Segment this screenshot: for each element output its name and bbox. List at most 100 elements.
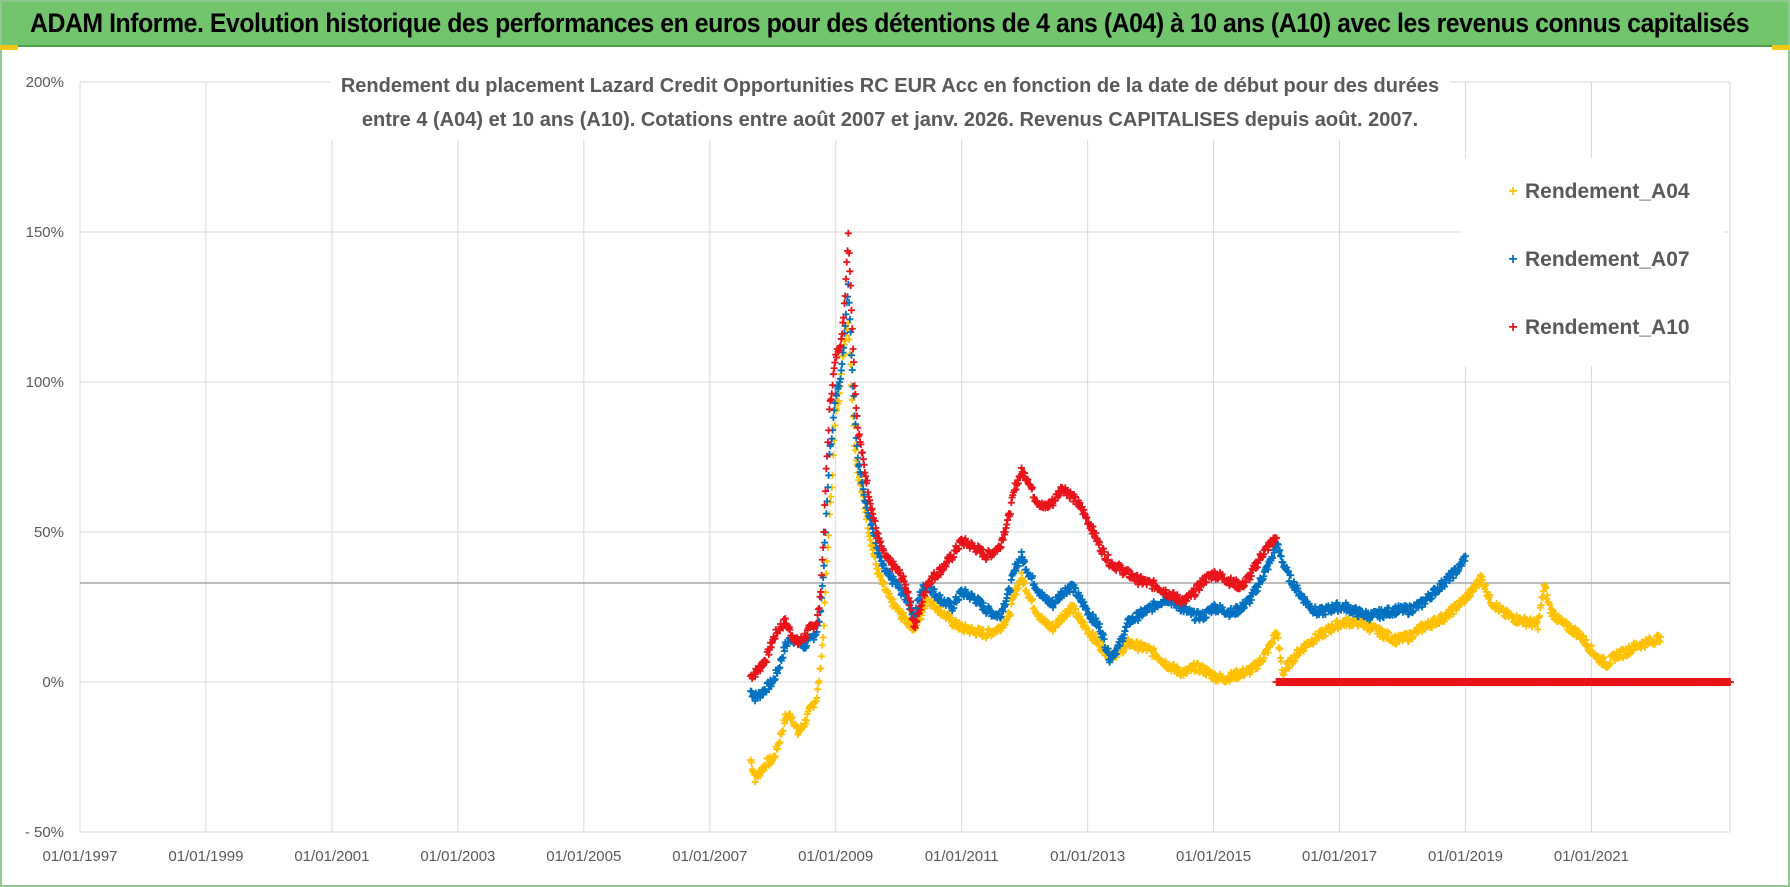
data-point	[1096, 620, 1103, 628]
data-point	[896, 569, 904, 577]
data-point	[1014, 479, 1022, 487]
data-point	[779, 654, 787, 662]
data-point	[824, 483, 832, 491]
data-point	[863, 477, 871, 485]
data-point	[829, 414, 837, 422]
data-point	[1150, 645, 1158, 653]
data-point	[825, 405, 833, 413]
data-point	[837, 366, 845, 374]
legend-item-a10: + Rendement_A10	[1508, 316, 1689, 339]
legend-background	[1462, 158, 1724, 366]
data-point	[833, 392, 841, 400]
data-point	[1202, 613, 1210, 621]
data-point	[853, 442, 861, 450]
data-point	[844, 229, 852, 237]
data-point	[828, 390, 836, 398]
data-point	[1246, 576, 1254, 584]
data-point	[786, 626, 794, 634]
data-point	[1537, 601, 1545, 609]
data-point	[1285, 664, 1293, 672]
data-point	[1014, 584, 1022, 592]
data-point	[866, 536, 874, 544]
data-point	[1542, 584, 1550, 592]
data-point	[1150, 577, 1158, 585]
data-point	[1385, 629, 1393, 637]
data-point	[1191, 591, 1199, 599]
data-point	[751, 697, 759, 705]
x-tick-label: 01/01/2009	[798, 848, 873, 865]
data-point	[1096, 638, 1103, 646]
data-point	[820, 562, 828, 570]
data-point	[950, 553, 958, 561]
data-point	[817, 588, 825, 596]
data-point	[1437, 577, 1445, 585]
data-point	[846, 315, 854, 323]
data-point	[1270, 549, 1278, 557]
data-point	[950, 604, 958, 612]
x-tick-label: 01/01/2019	[1428, 848, 1503, 865]
data-point	[1100, 635, 1108, 643]
data-point	[1264, 546, 1272, 554]
data-point	[997, 543, 1005, 551]
data-point	[854, 424, 862, 432]
gridlines	[79, 81, 1731, 833]
data-point	[1290, 578, 1298, 586]
data-point	[814, 685, 822, 693]
data-point	[829, 370, 837, 378]
x-tick-label: 01/01/1999	[168, 848, 243, 865]
data-point	[907, 606, 915, 614]
data-point	[1563, 618, 1570, 626]
y-tick-label: 150%	[26, 224, 64, 241]
data-point	[848, 325, 856, 333]
data-point	[747, 758, 755, 766]
data-point	[1006, 586, 1014, 594]
data-point	[1409, 633, 1417, 641]
banner-accent-right	[1772, 45, 1790, 50]
data-point	[1482, 581, 1490, 589]
data-point	[1006, 610, 1014, 618]
data-point	[1029, 572, 1037, 580]
data-point	[1247, 668, 1255, 676]
data-point	[1104, 551, 1112, 559]
data-point	[845, 335, 853, 343]
data-point	[847, 282, 855, 290]
data-point	[1321, 610, 1329, 618]
x-tick-label: 01/01/1997	[42, 848, 117, 865]
data-point	[930, 585, 938, 593]
data-point	[1534, 625, 1542, 633]
data-point	[1072, 493, 1080, 501]
data-point	[852, 404, 860, 412]
data-point	[776, 738, 784, 746]
data-point	[1195, 586, 1203, 594]
page-title: ADAM Informe. Evolution historique des p…	[30, 8, 1750, 38]
data-point	[1100, 548, 1108, 556]
data-point	[841, 292, 849, 300]
x-tick-label: 01/01/2011	[925, 848, 999, 865]
data-point	[818, 556, 826, 564]
x-tick-label: 01/01/2013	[1050, 848, 1125, 865]
data-point	[1083, 513, 1091, 521]
data-point	[855, 430, 863, 438]
series-rendement-a07	[747, 280, 1469, 705]
data-point	[851, 420, 859, 428]
data-point	[1247, 596, 1255, 604]
data-point	[860, 461, 868, 469]
data-point	[918, 598, 926, 606]
data-point	[813, 619, 821, 627]
data-point	[1300, 647, 1308, 655]
data-point	[1466, 592, 1474, 600]
data-point	[851, 390, 859, 398]
data-point	[921, 588, 929, 596]
data-point	[825, 471, 833, 479]
data-point	[762, 658, 770, 666]
data-point	[822, 570, 830, 578]
legend-marker-a10: +	[1508, 319, 1517, 336]
data-point	[1264, 565, 1272, 573]
data-point	[822, 465, 830, 473]
data-point	[1641, 643, 1649, 651]
data-point	[776, 663, 784, 671]
x-tick-label: 01/01/2015	[1176, 848, 1251, 865]
data-point	[1600, 653, 1608, 661]
